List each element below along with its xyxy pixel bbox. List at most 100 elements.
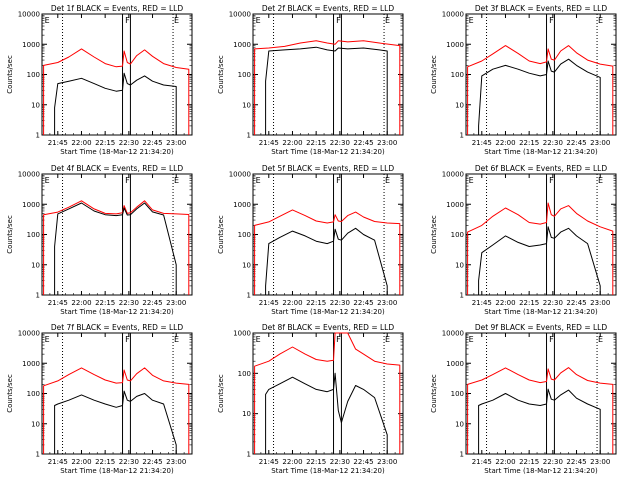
x-tick-label: 22:00 — [495, 299, 515, 307]
y-tick-label: 10000 — [442, 171, 464, 179]
x-tick-label: 21:45 — [48, 458, 68, 466]
interval-marker-label: E — [598, 176, 603, 185]
x-tick-label: 23:00 — [590, 458, 610, 466]
lld-rate-line — [467, 367, 614, 454]
y-tick-label: 100 — [451, 71, 464, 79]
y-tick-label: 100 — [27, 71, 40, 79]
y-axis-label: Counts/sec — [430, 215, 438, 254]
lld-rate-line — [254, 332, 401, 454]
x-tick-label: 22:45 — [353, 299, 373, 307]
x-tick-label: 23:00 — [166, 299, 186, 307]
x-axis-label: Start Time (18-Mar-12 21:34:20) — [484, 148, 598, 156]
interval-marker-label: E — [598, 16, 603, 25]
y-tick-label: 10 — [455, 420, 464, 428]
interval-marker-label: E — [174, 335, 179, 344]
y-tick-label: 1000 — [446, 360, 464, 368]
interval-marker-label: E — [256, 176, 261, 185]
y-tick-label: 10000 — [442, 11, 464, 19]
interval-marker-label: E — [174, 16, 179, 25]
plot-frame — [252, 13, 404, 136]
detector-9-chart: Det 9f BLACK = Events, RED = LLD 1 10 100 10… — [430, 323, 617, 475]
y-tick-label: 1 — [247, 132, 251, 140]
interval-marker-label: F — [125, 176, 130, 185]
detector-5-chart: Det 5f BLACK = Events, RED = LLD 1 10 100 10… — [217, 164, 404, 316]
x-tick-label: 22:45 — [142, 458, 162, 466]
x-tick-label: 23:00 — [166, 139, 186, 147]
interval-marker-label: E — [385, 335, 390, 344]
lld-rate-line — [254, 40, 401, 135]
y-tick-label: 10 — [31, 261, 40, 269]
event-rate-line — [54, 390, 177, 454]
interval-marker-label: E — [45, 335, 50, 344]
detector-8-chart: Det 8f BLACK = Events, RED = LLD 1 10 100 10… — [217, 323, 404, 475]
x-tick-label: 22:15 — [306, 458, 326, 466]
chart-title: Det 2f BLACK = Events, RED = LLD — [262, 4, 395, 13]
event-rate-line — [478, 226, 601, 295]
y-axis-label: Counts/sec — [6, 374, 14, 413]
x-tick-label: 22:30 — [330, 299, 350, 307]
x-tick-label: 22:30 — [119, 458, 139, 466]
interval-marker-label: F — [549, 335, 554, 344]
event-rate-line — [478, 388, 601, 454]
y-tick-label: 1000 — [233, 330, 251, 338]
x-tick-label: 22:15 — [306, 139, 326, 147]
interval-marker-label: E — [385, 176, 390, 185]
y-tick-label: 10000 — [229, 171, 251, 179]
y-tick-label: 100 — [27, 390, 40, 398]
chart-title: Det 3f BLACK = Events, RED = LLD — [475, 4, 608, 13]
y-tick-label: 100 — [27, 231, 40, 239]
x-axis-label: Start Time (18-Mar-12 21:34:20) — [271, 467, 385, 475]
interval-marker-label: F — [549, 16, 554, 25]
x-tick-label: 22:30 — [543, 299, 563, 307]
detector-3-chart: Det 3f BLACK = Events, RED = LLD 1 10 100 10… — [430, 4, 617, 156]
y-tick-label: 1000 — [233, 201, 251, 209]
plot-frame — [41, 173, 193, 296]
plot-frame — [252, 332, 404, 455]
x-tick-label: 22:15 — [95, 299, 115, 307]
x-axis-label: Start Time (18-Mar-12 21:34:20) — [60, 467, 174, 475]
y-tick-label: 1 — [460, 132, 464, 140]
x-tick-label: 23:00 — [377, 139, 397, 147]
x-axis-label: Start Time (18-Mar-12 21:34:20) — [271, 308, 385, 316]
x-tick-label: 23:00 — [166, 458, 186, 466]
y-tick-label: 100 — [238, 231, 251, 239]
x-tick-label: 22:15 — [306, 299, 326, 307]
x-tick-label: 22:30 — [119, 299, 139, 307]
x-tick-label: 22:30 — [543, 139, 563, 147]
lld-rate-line — [43, 48, 190, 135]
x-tick-label: 22:00 — [71, 458, 91, 466]
y-tick-label: 1 — [460, 451, 464, 459]
y-tick-label: 1000 — [233, 41, 251, 49]
detector-1-chart: Det 1f BLACK = Events, RED = LLD 1 10 100 10… — [6, 4, 193, 156]
x-tick-label: 23:00 — [377, 458, 397, 466]
x-tick-label: 21:45 — [259, 139, 279, 147]
x-tick-label: 22:30 — [543, 458, 563, 466]
y-tick-label: 10 — [242, 410, 251, 418]
interval-marker-label: F — [125, 16, 130, 25]
y-tick-label: 1000 — [22, 41, 40, 49]
x-tick-label: 21:45 — [259, 299, 279, 307]
y-axis-label: Counts/sec — [430, 55, 438, 94]
x-tick-label: 22:45 — [353, 458, 373, 466]
plot-frame — [41, 13, 193, 136]
y-tick-label: 1000 — [446, 41, 464, 49]
x-tick-label: 22:45 — [142, 139, 162, 147]
x-tick-label: 22:15 — [519, 458, 539, 466]
chart-title: Det 1f BLACK = Events, RED = LLD — [51, 4, 184, 13]
x-tick-label: 22:15 — [519, 299, 539, 307]
lld-rate-line — [43, 367, 190, 454]
x-tick-label: 21:45 — [472, 139, 492, 147]
x-tick-label: 23:00 — [590, 299, 610, 307]
x-tick-label: 22:30 — [330, 139, 350, 147]
chart-title: Det 8f BLACK = Events, RED = LLD — [262, 323, 395, 332]
chart-title: Det 5f BLACK = Events, RED = LLD — [262, 164, 395, 173]
y-tick-label: 1 — [36, 292, 40, 300]
y-tick-label: 100 — [451, 390, 464, 398]
detector-2-chart: Det 2f BLACK = Events, RED = LLD 1 10 100 10… — [217, 4, 404, 156]
y-axis-label: Counts/sec — [217, 55, 225, 94]
y-tick-label: 10 — [31, 420, 40, 428]
x-tick-label: 23:00 — [590, 139, 610, 147]
y-tick-label: 1 — [36, 451, 40, 459]
y-tick-label: 1 — [247, 451, 251, 459]
x-tick-label: 22:00 — [282, 139, 302, 147]
